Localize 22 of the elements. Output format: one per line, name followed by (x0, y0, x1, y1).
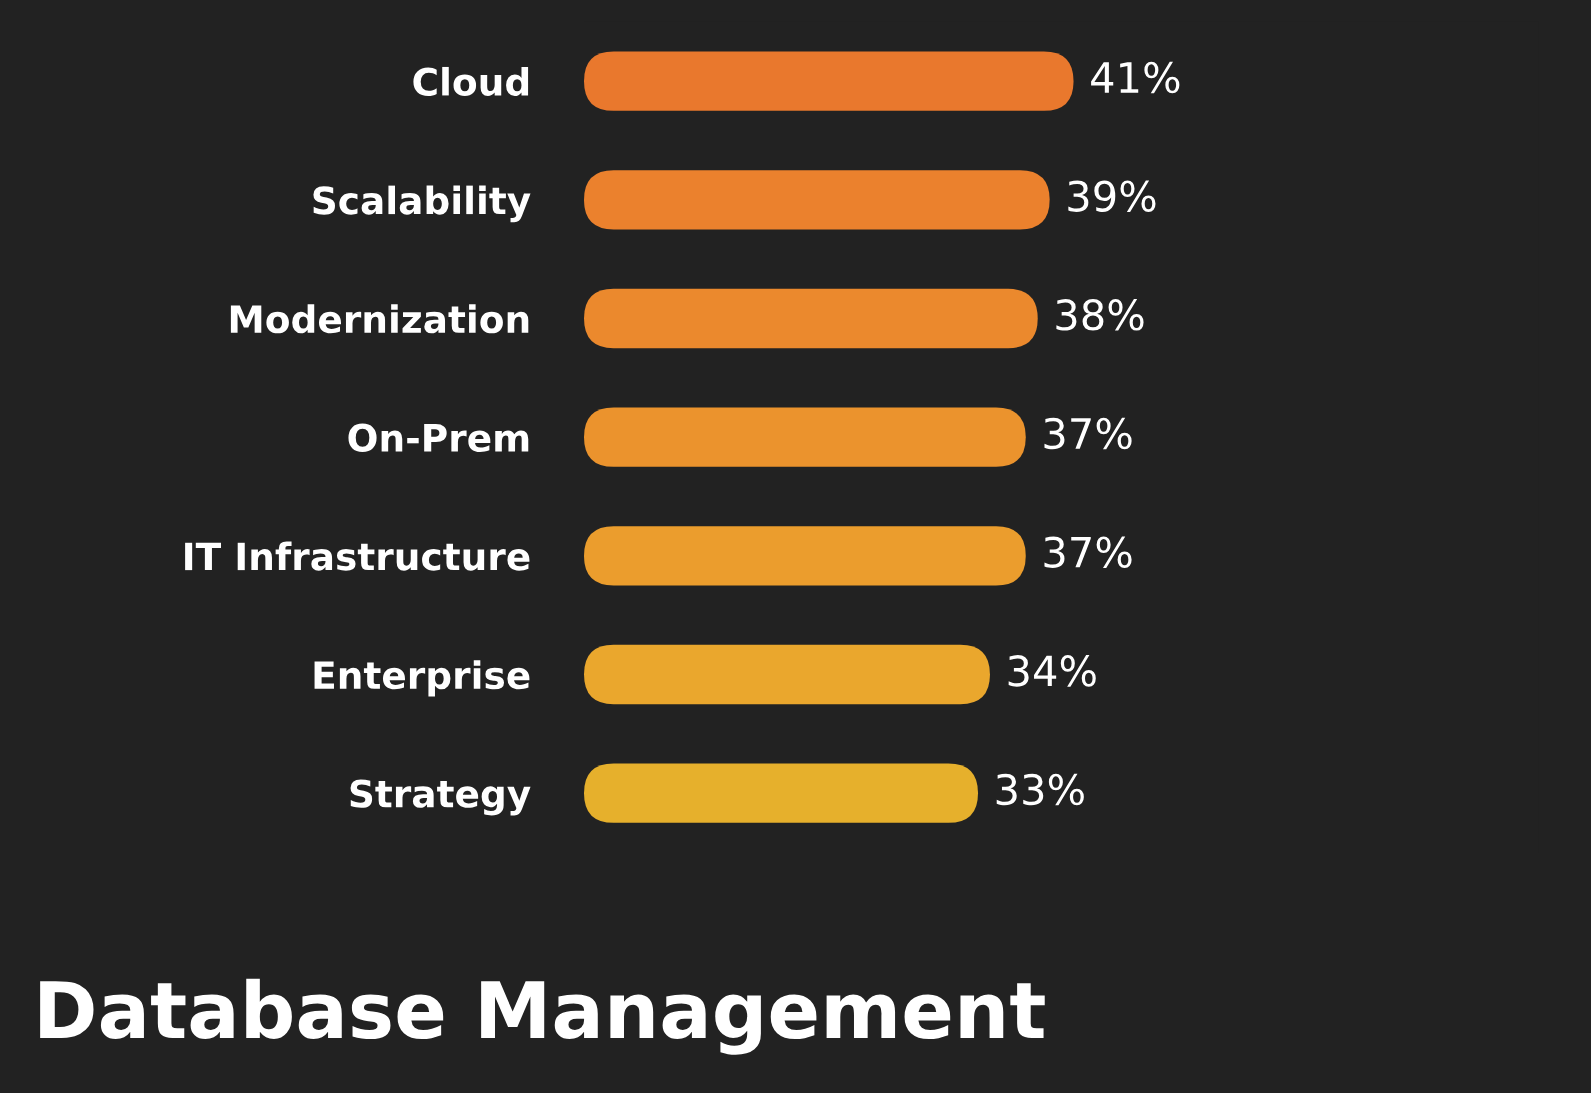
data-label: 38% (1056, 299, 1144, 331)
bar (584, 526, 1026, 586)
bar (584, 644, 990, 705)
bar (584, 170, 1050, 230)
bar (584, 288, 1038, 349)
data-label: 33% (996, 773, 1084, 806)
y-tick-label: Scalability (313, 185, 531, 223)
text: Database Management (40, 978, 1045, 1055)
bar (584, 763, 979, 823)
data-label: 41% (1091, 61, 1180, 94)
data-label: 34% (1008, 655, 1096, 687)
bar (584, 407, 1026, 467)
y-tick-label: Modernization (230, 304, 529, 334)
y-tick-label: Cloud (413, 66, 529, 96)
data-label: 37% (1044, 536, 1132, 568)
y-tick-label: Enterprise (314, 660, 530, 697)
y-tick-label: On-Prem (348, 423, 529, 452)
bar (584, 51, 1074, 111)
y-tick-label: Strategy (350, 779, 531, 816)
data-label: 37% (1044, 417, 1132, 450)
data-label: 39% (1068, 180, 1156, 212)
y-tick-label: IT Infrastructure (185, 541, 530, 571)
